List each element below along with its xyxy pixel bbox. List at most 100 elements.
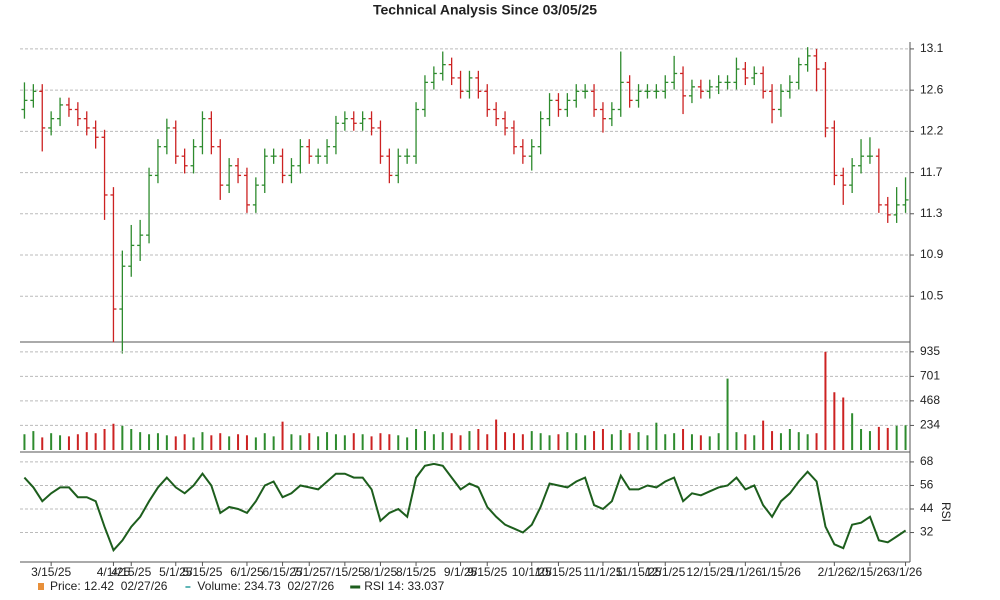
volume-bar [210,435,213,450]
y-tick-label: 13.1 [920,41,944,55]
x-tick-label: 9/15/25 [467,565,507,579]
volume-bar [655,422,658,450]
volume-bar [192,437,195,450]
volume-bar [245,435,248,450]
volume-bar [50,433,53,450]
x-tick-label: 2/15/26 [850,565,890,579]
x-tick-label: 6/1/25 [230,565,264,579]
volume-bar [67,436,70,450]
volume-bar [717,433,720,450]
volume-bar [468,431,471,450]
volume-bar [397,435,400,450]
volume-bar [833,392,836,450]
volume-bar [690,434,693,450]
volume-bar [575,433,578,450]
x-tick-label: 1/15/26 [761,565,801,579]
volume-bar [59,435,62,450]
volume-bar [860,429,863,450]
x-tick-label: 9/1/25 [444,565,478,579]
y-tick-label: 68 [920,454,934,468]
y-tick-label: 44 [920,501,934,515]
legend-swatch [38,583,44,590]
volume-bar [708,436,711,450]
x-tick-label: 4/15/25 [111,565,151,579]
volume-bar [762,420,765,450]
volume-bar [201,432,204,450]
y-tick-label: 935 [920,344,940,358]
volume-bar [877,426,880,450]
x-tick-label: 5/15/25 [182,565,222,579]
volume-bar [432,434,435,450]
x-tick-label: 1/1/26 [729,565,763,579]
x-tick-label: 11/15/25 [616,565,662,579]
volume-bar [165,435,168,450]
x-tick-label: 7/15/25 [325,565,365,579]
volume-bar [726,378,729,450]
volume-bar [486,434,489,450]
volume-bar [41,437,44,450]
volume-bar [370,436,373,450]
volume-bar [521,434,524,450]
x-tick-label: 12/1/25 [645,565,685,579]
volume-bar [815,433,818,450]
volume-bar [637,432,640,450]
volume-bar [290,434,293,450]
volume-bar [103,429,106,450]
x-tick-label: 6/15/25 [263,565,303,579]
volume-bar [237,434,240,450]
volume-bar [361,434,364,450]
volume-bar [512,433,515,450]
x-tick-label: 4/1/25 [97,565,131,579]
volume-bar [352,433,355,450]
volume-bar [779,433,782,450]
volume-bar [895,425,898,450]
volume-bar [32,431,35,450]
volume-bar [735,432,738,450]
y-tick-label: 32 [920,525,934,539]
volume-bar [673,433,676,450]
volume-bar [619,430,622,450]
volume-bar [495,419,498,450]
volume-bar [682,429,685,450]
volume-bar [601,429,604,450]
volume-bar [584,435,587,450]
volume-bar [317,436,320,450]
volume-bar [423,431,426,450]
y-tick-label: 701 [920,369,940,383]
volume-bar [156,433,159,450]
rsi-axis-label: RSI [939,502,953,522]
volume-bar [183,434,186,450]
x-tick-label: 2/1/26 [818,565,852,579]
volume-bar [548,435,551,450]
volume-bar [388,434,391,450]
x-tick-label: 7/1/25 [293,565,327,579]
x-tick-label: 10/1/25 [512,565,552,579]
y-tick-label: 11.3 [920,206,943,220]
volume-bar [254,437,257,450]
y-tick-label: 12.2 [920,124,944,138]
volume-bar [308,433,311,450]
volume-bar [139,432,142,450]
volume-bar [281,421,284,450]
volume-bar [504,432,507,450]
volume-bar [406,437,409,450]
volume-bar [824,351,827,450]
volume-bar [112,423,115,450]
volume-bar [130,429,133,450]
volume-bar [121,425,124,450]
volume-bar [23,434,26,450]
volume-bar [441,432,444,450]
chart-title: Technical Analysis Since 03/05/25 [373,2,597,18]
volume-bar [788,429,791,450]
volume-bar [593,431,596,450]
volume-bar [85,432,88,450]
volume-bar [664,434,667,450]
volume-bar [326,432,329,450]
volume-bar [263,433,266,450]
volume-bar [415,429,418,450]
y-tick-label: 234 [920,418,940,432]
x-tick-label: 3/15/25 [31,565,71,579]
x-tick-label: 10/15/25 [535,565,582,579]
